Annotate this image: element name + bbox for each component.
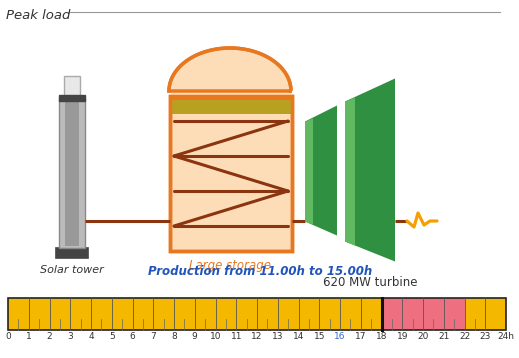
Bar <box>298 298 319 330</box>
Bar <box>465 298 485 330</box>
Text: 12: 12 <box>251 332 263 341</box>
Bar <box>340 298 361 330</box>
Bar <box>381 298 402 330</box>
Bar <box>170 100 292 114</box>
Bar <box>8 298 29 330</box>
Polygon shape <box>305 118 313 224</box>
Text: 14: 14 <box>293 332 304 341</box>
Bar <box>257 298 278 330</box>
Text: 11: 11 <box>230 332 242 341</box>
Text: 21: 21 <box>438 332 449 341</box>
Text: Production from 11.00h to 15.00h: Production from 11.00h to 15.00h <box>148 265 372 278</box>
Bar <box>65 100 79 246</box>
Bar <box>402 298 423 330</box>
Text: 9: 9 <box>192 332 198 341</box>
Text: 23: 23 <box>480 332 491 341</box>
Text: 16: 16 <box>334 332 346 341</box>
Bar <box>171 88 291 96</box>
Bar <box>64 76 80 98</box>
Text: 4: 4 <box>88 332 94 341</box>
Bar <box>215 298 236 330</box>
Polygon shape <box>345 97 355 246</box>
Bar <box>361 298 381 330</box>
Bar <box>91 298 112 330</box>
Text: 10: 10 <box>210 332 221 341</box>
Text: 24h: 24h <box>498 332 514 341</box>
Bar <box>132 298 153 330</box>
Polygon shape <box>345 78 395 261</box>
Text: Large storage: Large storage <box>189 259 271 272</box>
Text: 3: 3 <box>67 332 73 341</box>
Bar <box>444 298 465 330</box>
Text: 13: 13 <box>272 332 283 341</box>
Bar <box>29 298 49 330</box>
Text: 6: 6 <box>130 332 135 341</box>
Text: 5: 5 <box>109 332 115 341</box>
Text: 8: 8 <box>171 332 177 341</box>
Bar <box>319 298 340 330</box>
Bar <box>8 298 506 330</box>
Polygon shape <box>305 106 337 236</box>
Text: 0: 0 <box>5 332 11 341</box>
Bar <box>278 298 298 330</box>
Bar <box>59 95 85 101</box>
PathPatch shape <box>169 48 292 91</box>
Bar <box>174 298 195 330</box>
Text: 620 MW turbine: 620 MW turbine <box>323 276 417 289</box>
Text: 20: 20 <box>417 332 429 341</box>
Text: 7: 7 <box>151 332 156 341</box>
Bar <box>423 298 444 330</box>
Text: 2: 2 <box>47 332 52 341</box>
Text: 18: 18 <box>376 332 387 341</box>
Bar <box>170 96 292 251</box>
Bar <box>112 298 132 330</box>
Text: 17: 17 <box>355 332 366 341</box>
Bar <box>485 298 506 330</box>
Text: 22: 22 <box>459 332 470 341</box>
Text: 1: 1 <box>26 332 32 341</box>
Bar <box>70 298 91 330</box>
Bar <box>170 96 292 100</box>
Text: Solar tower: Solar tower <box>40 265 104 275</box>
Text: 15: 15 <box>313 332 325 341</box>
Bar <box>59 98 85 248</box>
Bar <box>153 298 174 330</box>
Bar <box>236 298 257 330</box>
Bar <box>56 248 88 258</box>
Text: 19: 19 <box>397 332 408 341</box>
Bar <box>170 96 292 251</box>
Bar <box>49 298 70 330</box>
Bar <box>195 298 215 330</box>
Text: Peak load: Peak load <box>6 9 71 22</box>
